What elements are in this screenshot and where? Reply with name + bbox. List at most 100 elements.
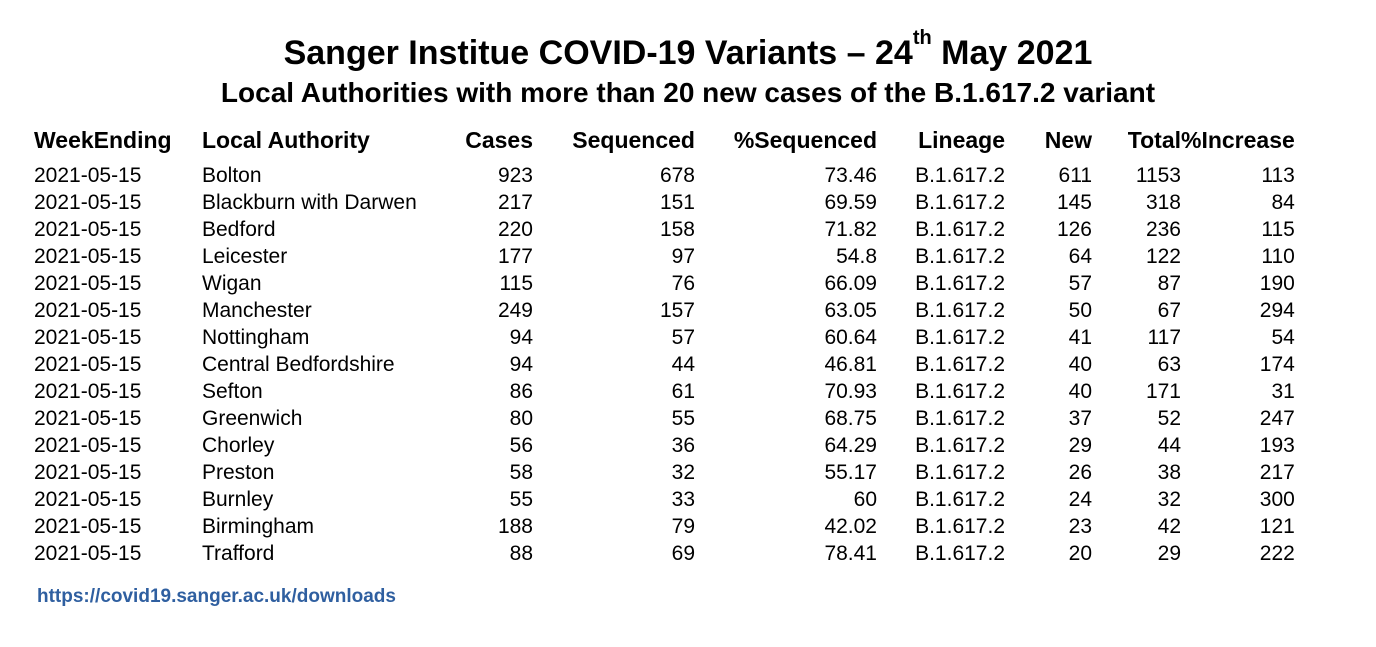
- cell-total: 29: [1157, 542, 1181, 565]
- cell-pct-sequenced: 71.82: [824, 218, 877, 241]
- cell-new: 40: [1068, 353, 1092, 376]
- cell-sequenced: 32: [671, 461, 695, 484]
- header-pct-increase: %Increase: [1181, 126, 1295, 153]
- cell-sequenced: 97: [671, 245, 695, 268]
- table-row: 2021-05-15 Birmingham 188 79 42.02 B.1.617.2 2…: [34, 513, 1295, 540]
- cell-cases: 923: [497, 164, 533, 187]
- title-superscript: th: [912, 27, 932, 49]
- cell-pct-increase: 294: [1259, 299, 1295, 322]
- cell-sequenced: 151: [659, 191, 695, 214]
- title-text-start: Sanger Institue COVID-19 Variants – 24: [283, 34, 913, 72]
- header-total: Total: [1127, 126, 1181, 153]
- cell-pct-sequenced: 68.75: [824, 407, 877, 430]
- table-row: 2021-05-15 Nottingham 94 57 60.64 B.1.617.2 41…: [34, 324, 1295, 351]
- cell-week-ending: 2021-05-15: [34, 380, 142, 403]
- table-row: 2021-05-15 Chorley 56 36 64.29 B.1.617.2 29 44 1…: [34, 432, 1295, 459]
- cell-lineage: B.1.617.2: [915, 407, 1005, 430]
- cell-lineage: B.1.617.2: [915, 542, 1005, 565]
- cell-pct-increase: 190: [1259, 272, 1295, 295]
- cell-total: 171: [1145, 380, 1181, 403]
- cell-cases: 80: [509, 407, 533, 430]
- cell-local-authority: Blackburn with Darwen: [202, 191, 417, 214]
- cell-total: 44: [1157, 434, 1181, 457]
- cell-total: 318: [1145, 191, 1181, 214]
- table-row: 2021-05-15 Wigan 115 76 66.09 B.1.617.2 57 87 19…: [34, 270, 1295, 297]
- variants-table: WeekEnding Local Authority Cases Sequenc…: [34, 124, 1295, 567]
- cell-local-authority: Preston: [202, 461, 275, 484]
- cell-pct-sequenced: 63.05: [824, 299, 877, 322]
- cell-week-ending: 2021-05-15: [34, 461, 142, 484]
- cell-pct-increase: 113: [1261, 164, 1295, 187]
- cell-cases: 88: [509, 542, 533, 565]
- cell-lineage: B.1.617.2: [915, 299, 1005, 322]
- cell-total: 32: [1157, 488, 1181, 511]
- table-row: 2021-05-15 Central Bedfordshire 94 44 46.81 B…: [34, 351, 1295, 378]
- cell-sequenced: 76: [671, 272, 695, 295]
- cell-sequenced: 36: [671, 434, 695, 457]
- cell-pct-increase: 193: [1259, 434, 1295, 457]
- cell-pct-sequenced: 42.02: [824, 515, 877, 538]
- cell-local-authority: Wigan: [202, 272, 262, 295]
- cell-local-authority: Sefton: [202, 380, 263, 403]
- cell-pct-increase: 84: [1271, 191, 1295, 214]
- cell-week-ending: 2021-05-15: [34, 272, 142, 295]
- cell-cases: 94: [509, 326, 533, 349]
- cell-pct-sequenced: 60.64: [824, 326, 877, 349]
- cell-cases: 55: [509, 488, 533, 511]
- cell-week-ending: 2021-05-15: [34, 353, 142, 376]
- cell-new: 24: [1068, 488, 1092, 511]
- header-week-ending: WeekEnding: [34, 126, 172, 153]
- cell-new: 50: [1068, 299, 1092, 322]
- cell-pct-sequenced: 70.93: [824, 380, 877, 403]
- header-cases: Cases: [465, 126, 533, 153]
- cell-pct-sequenced: 55.17: [824, 461, 877, 484]
- cell-lineage: B.1.617.2: [915, 218, 1005, 241]
- cell-cases: 115: [499, 272, 533, 295]
- title-text-end: May 2021: [931, 34, 1093, 72]
- cell-cases: 94: [509, 353, 533, 376]
- table-row: 2021-05-15 Greenwich 80 55 68.75 B.1.617.2 37 5…: [34, 405, 1295, 432]
- cell-pct-increase: 54: [1271, 326, 1295, 349]
- cell-lineage: B.1.617.2: [915, 272, 1005, 295]
- header-local-authority: Local Authority: [202, 126, 370, 153]
- cell-pct-sequenced: 66.09: [824, 272, 877, 295]
- table-row: 2021-05-15 Burnley 55 33 60 B.1.617.2 24 32 300: [34, 486, 1295, 513]
- cell-new: 41: [1068, 326, 1092, 349]
- cell-lineage: B.1.617.2: [915, 434, 1005, 457]
- cell-week-ending: 2021-05-15: [34, 542, 142, 565]
- cell-total: 52: [1157, 407, 1181, 430]
- cell-sequenced: 61: [671, 380, 695, 403]
- cell-total: 117: [1147, 326, 1181, 349]
- cell-new: 26: [1068, 461, 1092, 484]
- header-sequenced: Sequenced: [572, 126, 695, 153]
- downloads-link[interactable]: https://covid19.sanger.ac.uk/downloads: [37, 586, 396, 607]
- cell-week-ending: 2021-05-15: [34, 164, 142, 187]
- cell-total: 87: [1157, 272, 1181, 295]
- cell-local-authority: Chorley: [202, 434, 275, 457]
- cell-pct-increase: 222: [1259, 542, 1295, 565]
- cell-pct-sequenced: 46.81: [824, 353, 877, 376]
- table-row: 2021-05-15 Sefton 86 61 70.93 B.1.617.2 40 171 3…: [34, 378, 1295, 405]
- cell-local-authority: Manchester: [202, 299, 312, 322]
- cell-cases: 220: [497, 218, 533, 241]
- cell-new: 611: [1058, 164, 1092, 187]
- cell-lineage: B.1.617.2: [915, 191, 1005, 214]
- table-row: 2021-05-15 Bolton 923 678 73.46 B.1.617.2 611 1…: [34, 162, 1295, 189]
- cell-pct-sequenced: 60: [853, 488, 877, 511]
- cell-new: 37: [1068, 407, 1092, 430]
- cell-pct-increase: 217: [1259, 461, 1295, 484]
- cell-week-ending: 2021-05-15: [34, 191, 142, 214]
- cell-week-ending: 2021-05-15: [34, 407, 142, 430]
- cell-cases: 56: [509, 434, 533, 457]
- table-row: 2021-05-15 Leicester 177 97 54.8 B.1.617.2 64 1…: [34, 243, 1295, 270]
- cell-pct-sequenced: 54.8: [836, 245, 877, 268]
- table-row: 2021-05-15 Blackburn with Darwen 217 151 69.…: [34, 189, 1295, 216]
- cell-new: 64: [1068, 245, 1092, 268]
- cell-week-ending: 2021-05-15: [34, 299, 142, 322]
- cell-lineage: B.1.617.2: [915, 326, 1005, 349]
- cell-cases: 177: [497, 245, 533, 268]
- cell-lineage: B.1.617.2: [915, 164, 1005, 187]
- cell-local-authority: Birmingham: [202, 515, 315, 538]
- cell-new: 20: [1068, 542, 1092, 565]
- cell-local-authority: Leicester: [202, 245, 288, 268]
